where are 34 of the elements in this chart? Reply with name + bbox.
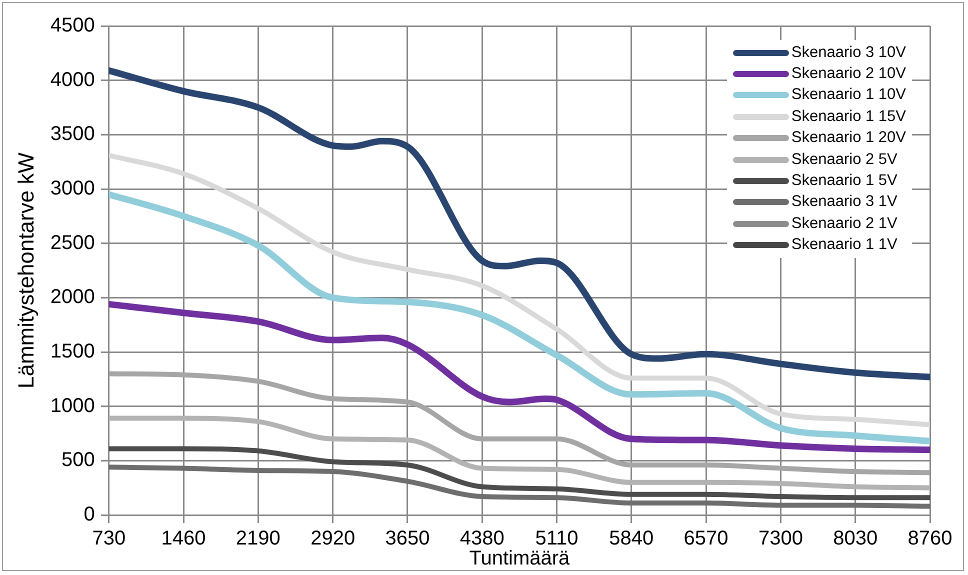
y-tick-label: 0 [84, 504, 95, 526]
x-tick-label: 2920 [310, 528, 356, 550]
legend-label: Skenaario 1 10V [791, 86, 906, 104]
legend-label: Skenaario 1 20V [791, 129, 906, 148]
legend-label: Skenaario 2 5V [791, 150, 898, 169]
x-tick-label: 5840 [609, 528, 654, 550]
y-tick-label: 1000 [50, 394, 95, 417]
y-tick-label: 4000 [50, 68, 95, 91]
legend-label: Skenaario 3 1V [791, 193, 898, 212]
x-tick-label: 8760 [908, 528, 952, 550]
x-tick-label: 7300 [758, 528, 803, 550]
x-tick-label: 3650 [385, 528, 430, 550]
legend-label: Skenaario 2 1V [791, 214, 898, 233]
x-axis-title: Tuntimäärä [469, 548, 571, 570]
legend-label: Skenaario 2 10V [791, 65, 906, 84]
y-tick-label: 2000 [50, 286, 95, 308]
x-tick-label: 5110 [535, 528, 578, 550]
legend-label: Skenaario 3 10V [791, 44, 906, 62]
y-tick-label: 4500 [50, 14, 95, 37]
legend-label: Skenaario 1 15V [791, 108, 906, 126]
y-tick-label: 2500 [50, 232, 95, 254]
y-axis-title: Lämmitystehontarve kW [13, 152, 38, 388]
x-tick-label: 6570 [684, 528, 728, 550]
y-tick-label: 3000 [50, 178, 95, 200]
x-tick-label: 2190 [236, 528, 280, 550]
x-tick-label: 1460 [161, 528, 206, 550]
x-tick-label: 730 [92, 528, 126, 550]
y-tick-label: 500 [62, 449, 95, 472]
x-tick-label: 8030 [833, 528, 878, 550]
legend-label: Skenaario 1 5V [791, 172, 898, 190]
y-tick-label: 3500 [50, 123, 95, 146]
legend-label: Skenaario 1 1V [791, 236, 898, 254]
y-tick-label: 1500 [50, 340, 95, 363]
x-tick-label: 4380 [460, 528, 504, 550]
